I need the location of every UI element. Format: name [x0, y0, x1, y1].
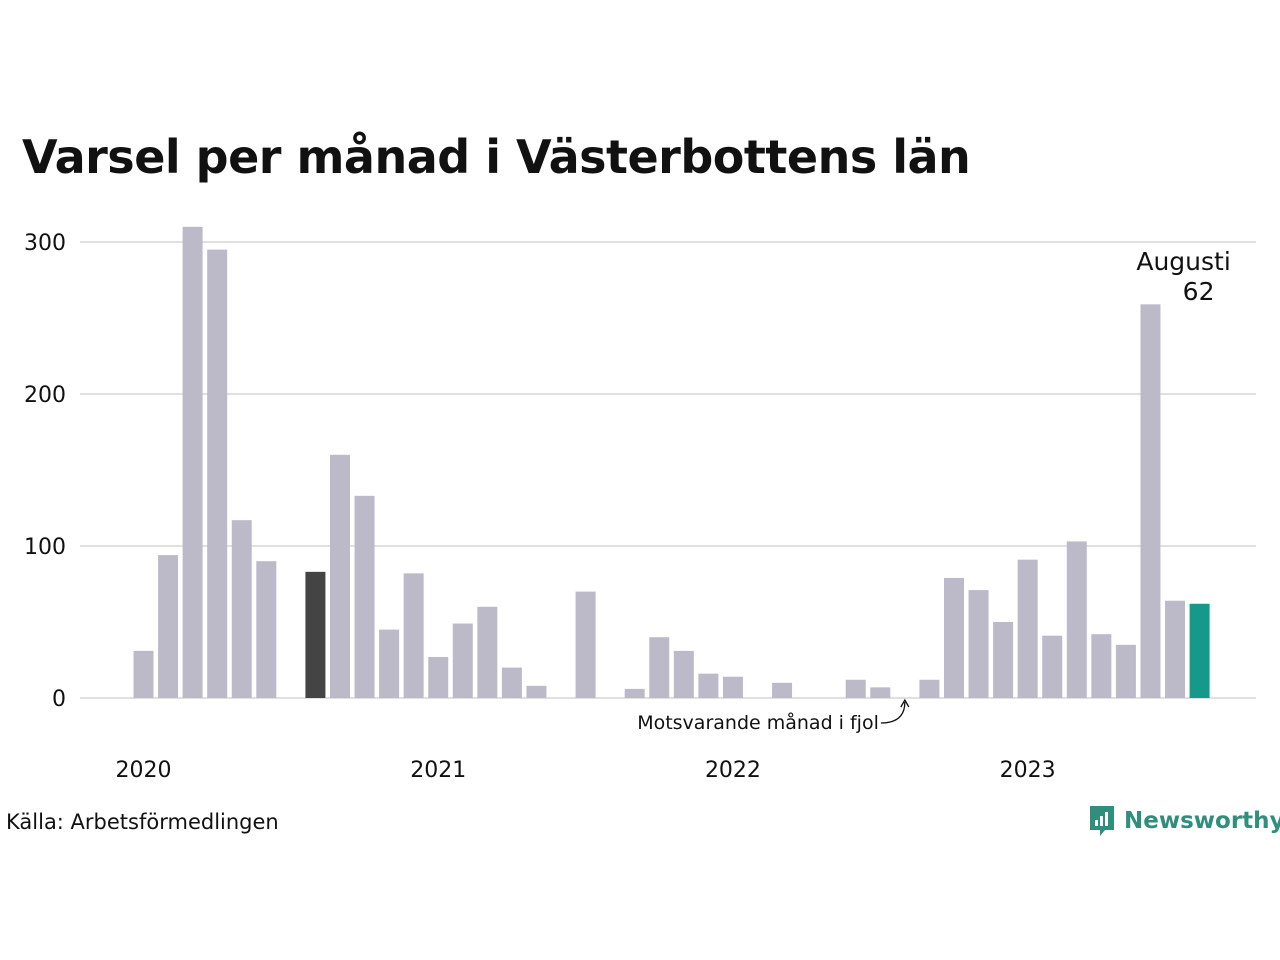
bar-2023-05	[1115, 644, 1136, 698]
bar-2022-07	[870, 687, 891, 698]
bar-2021-07	[575, 591, 596, 698]
y-tick-label: 0	[52, 687, 66, 712]
newsworthy-logo-icon	[1090, 806, 1114, 836]
bars	[133, 226, 1210, 699]
bar-2020-04	[207, 249, 228, 698]
x-year-label: 2023	[1000, 758, 1056, 783]
bar-2020-01	[133, 650, 154, 698]
reference-arrowhead-icon	[900, 698, 910, 708]
x-year-label: 2021	[410, 758, 466, 783]
bar-2022-10	[943, 577, 964, 698]
bar-2020-02	[158, 555, 179, 698]
bar-2021-03	[477, 606, 498, 698]
bar-2021-02	[452, 623, 473, 698]
bar-2020-09	[329, 454, 350, 698]
bar-2021-04	[501, 667, 522, 698]
x-axis-year-labels: 2020 2021 2022 2023	[116, 758, 1056, 783]
bar-2023-02	[1042, 635, 1063, 698]
bar-2021-10	[649, 637, 670, 698]
x-year-label: 2020	[116, 758, 172, 783]
bar-2022-01	[722, 676, 743, 698]
brand-logo: Newsworthy	[1088, 804, 1280, 838]
bar-2023-06	[1140, 304, 1161, 698]
bar-2021-09	[624, 688, 645, 698]
bar-2023-01	[1017, 559, 1038, 698]
bar-2022-12	[993, 622, 1014, 698]
bar-2022-09	[919, 679, 940, 698]
bar-2020-05	[231, 520, 252, 698]
y-axis-ticks: 0 100 200 300	[24, 231, 66, 712]
bar-2022-11	[968, 590, 989, 698]
chart-title: Varsel per månad i Västerbottens län	[22, 130, 971, 184]
bar-2020-08	[305, 571, 326, 698]
bar-2021-01	[428, 656, 449, 698]
bar-2023-08	[1189, 603, 1210, 698]
bar-2020-11	[379, 629, 400, 698]
current-value-label: 62	[1183, 277, 1215, 306]
annotations: Augusti 62 Motsvarande månad i fjol	[637, 247, 1231, 734]
reference-arrow-icon	[880, 701, 906, 724]
bar-2023-07	[1165, 600, 1186, 698]
bar-2023-04	[1091, 634, 1112, 698]
x-year-label: 2022	[705, 758, 761, 783]
y-tick-label: 300	[24, 231, 66, 256]
bar-2021-11	[673, 650, 694, 698]
brand-name: Newsworthy	[1124, 808, 1280, 834]
y-tick-label: 200	[24, 383, 66, 408]
bar-2021-05	[526, 685, 547, 698]
bar-2021-12	[698, 673, 719, 698]
y-tick-label: 100	[24, 535, 66, 560]
bar-2023-03	[1066, 541, 1087, 698]
bar-2020-12	[403, 573, 424, 698]
bar-2020-10	[354, 495, 375, 698]
bar-2022-03	[772, 682, 793, 698]
bar-2020-06	[256, 561, 277, 698]
current-month-label: Augusti	[1136, 247, 1230, 276]
bar-2022-06	[845, 679, 866, 698]
bar-2020-03	[182, 226, 203, 699]
source-note: Källa: Arbetsförmedlingen	[6, 810, 279, 834]
reference-note-label: Motsvarande månad i fjol	[637, 711, 879, 734]
